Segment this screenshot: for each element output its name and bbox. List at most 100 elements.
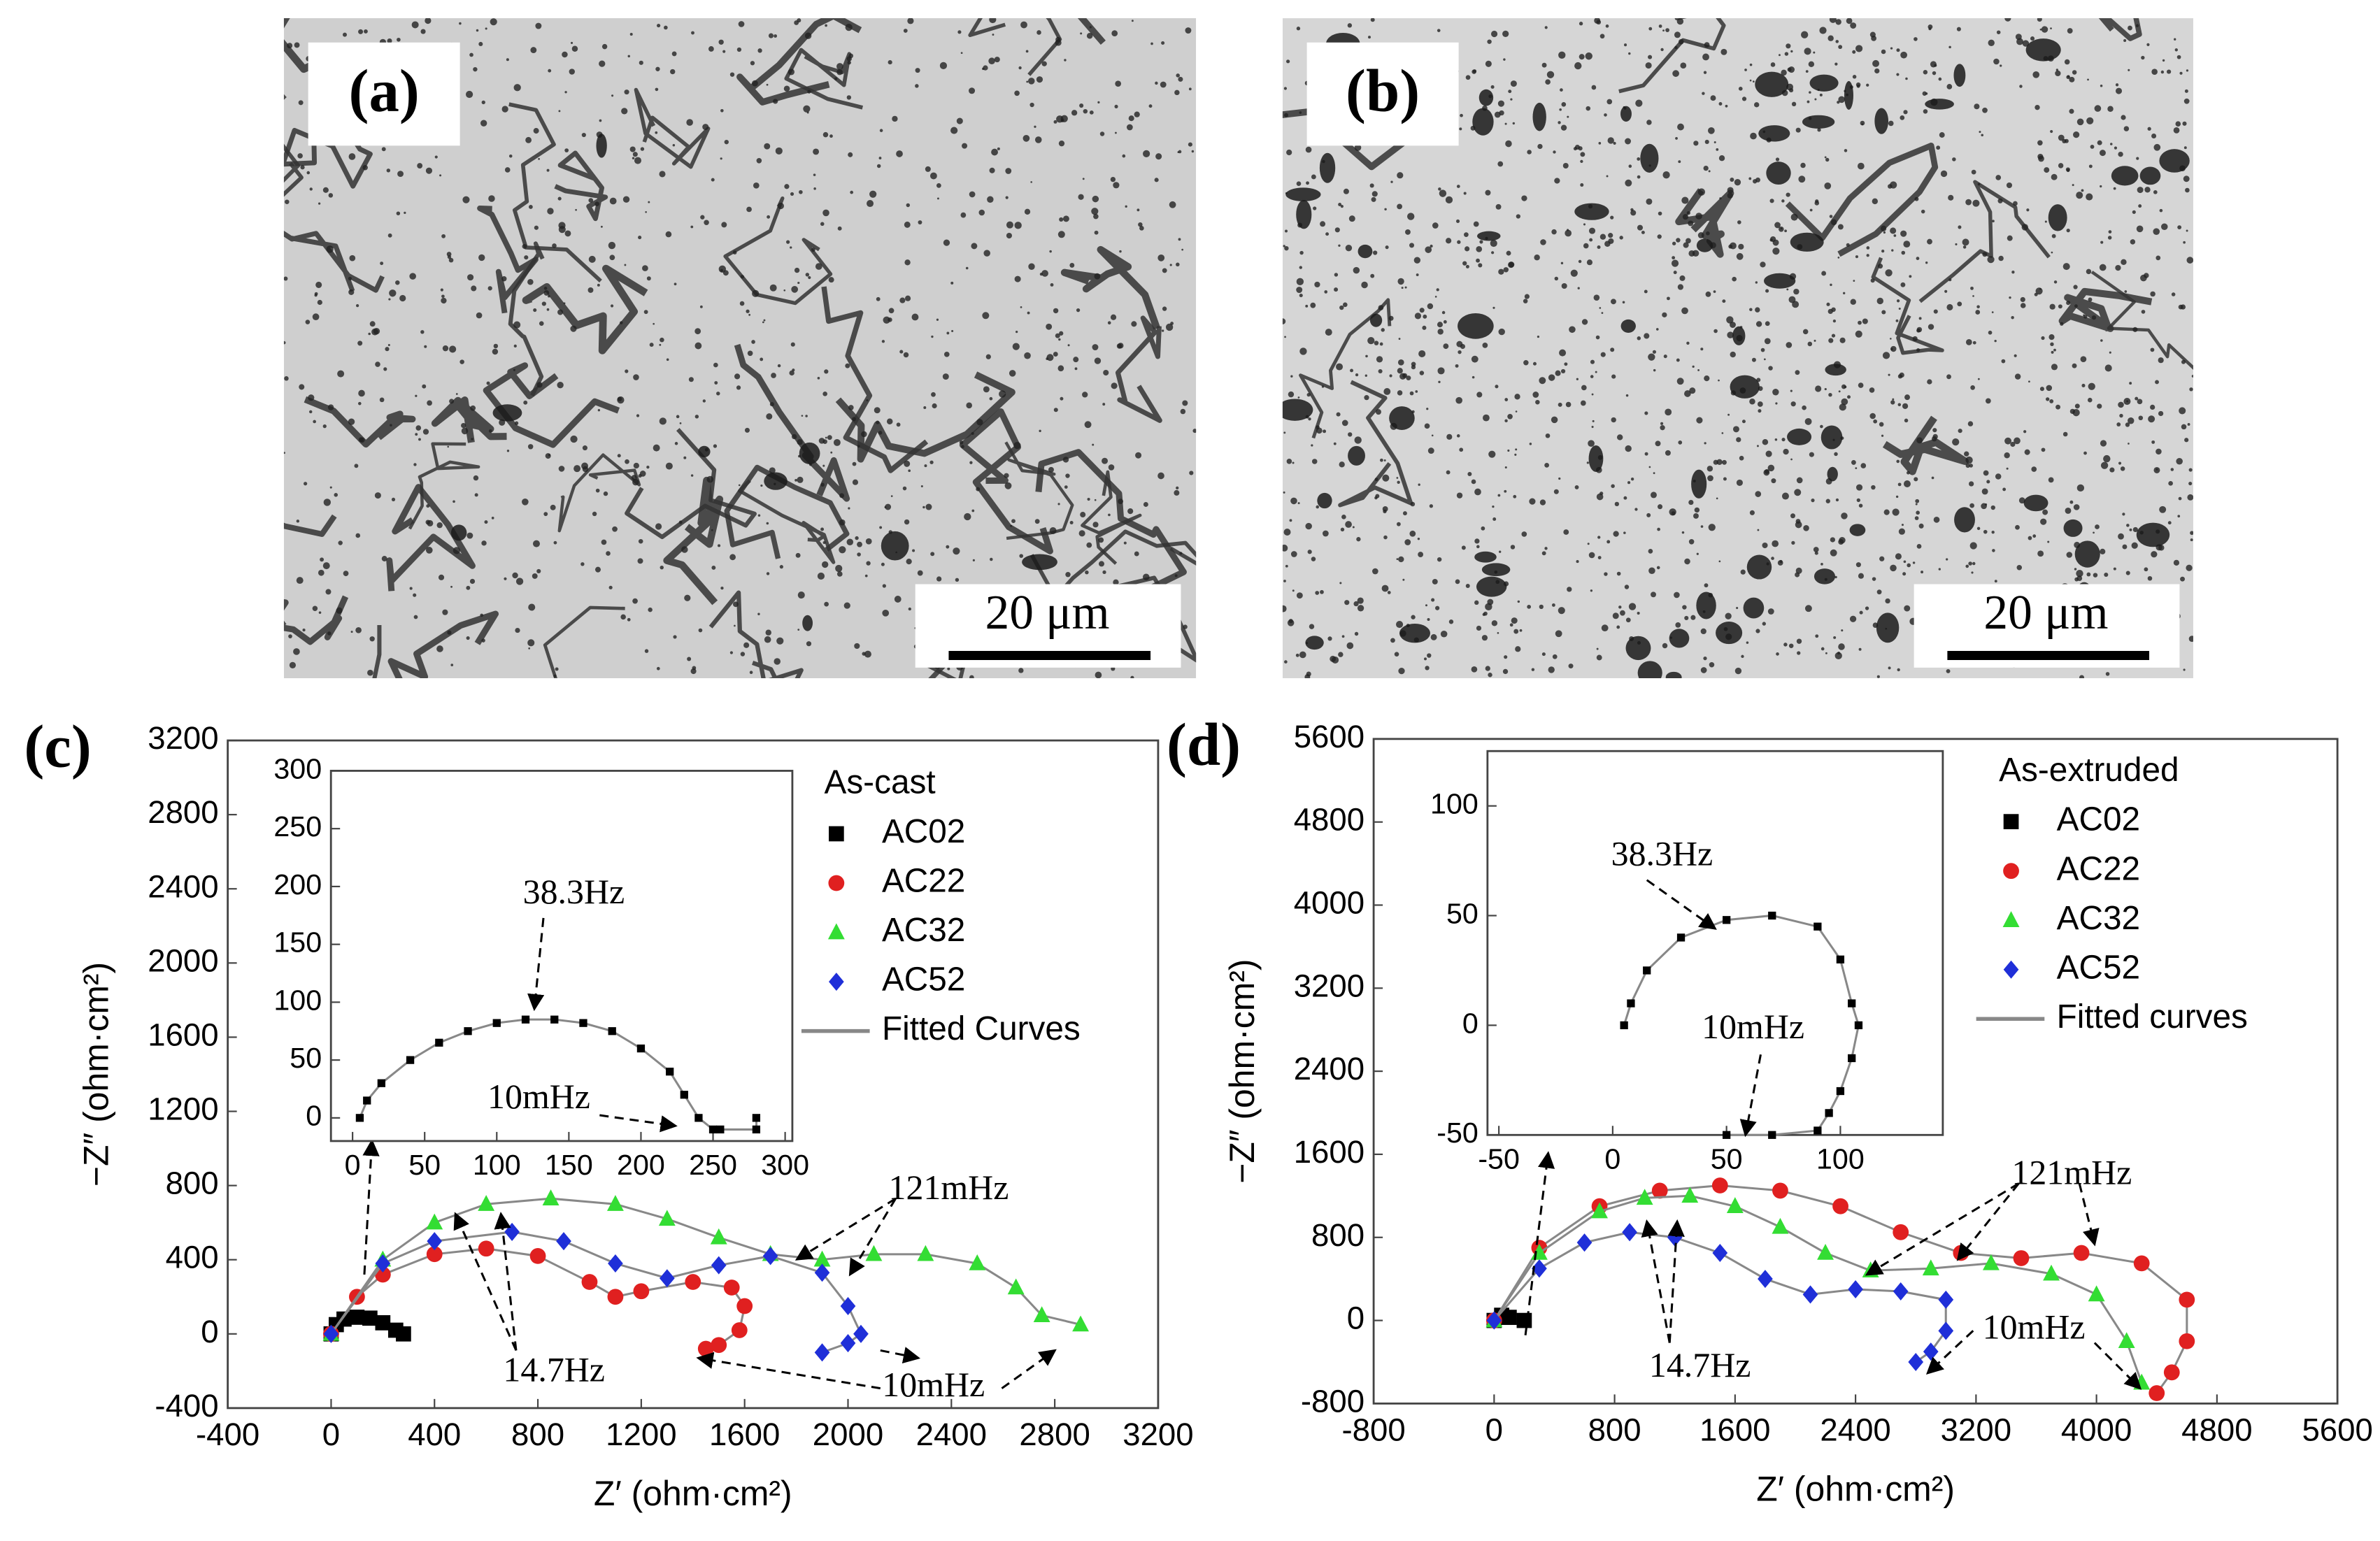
particle <box>1498 268 1504 275</box>
particle <box>1162 306 1167 311</box>
particle <box>1772 248 1780 255</box>
particle <box>1323 429 1327 433</box>
particle <box>629 146 636 152</box>
particle <box>1982 107 1988 113</box>
particle <box>1354 631 1359 636</box>
particle <box>655 87 659 92</box>
particle <box>1069 520 1074 524</box>
particle <box>425 547 433 554</box>
particle <box>1738 243 1744 250</box>
particle <box>1427 447 1434 454</box>
particle <box>890 495 893 497</box>
particle <box>1537 143 1543 150</box>
data-point <box>694 1114 703 1122</box>
particle <box>1622 301 1625 304</box>
particle <box>950 281 954 285</box>
particle <box>1946 558 1948 561</box>
particle <box>827 435 832 440</box>
data-point <box>1893 1224 1909 1240</box>
particle <box>2159 149 2190 173</box>
particle <box>1931 436 1937 442</box>
particle <box>1050 283 1054 287</box>
particle <box>1923 109 1928 114</box>
data-point <box>2088 1285 2105 1302</box>
particle <box>1376 356 1383 363</box>
particle <box>453 547 461 554</box>
particle <box>1831 334 1836 338</box>
particle <box>774 34 778 38</box>
particle <box>1662 29 1665 32</box>
particle <box>915 84 919 88</box>
particle <box>1646 198 1653 205</box>
particle <box>2062 263 2070 271</box>
x-tick-label: 50 <box>408 1149 441 1181</box>
particle <box>989 18 997 24</box>
data-point <box>1938 1321 1954 1340</box>
particle <box>878 157 882 159</box>
particle <box>1560 261 1564 265</box>
data-point <box>1893 1282 1909 1301</box>
particle <box>1824 156 1827 159</box>
data-point <box>1825 1109 1833 1117</box>
particle <box>1004 473 1009 478</box>
particle <box>971 243 978 250</box>
particle <box>2132 526 2138 533</box>
particle <box>1727 192 1733 199</box>
particle <box>1310 302 1316 308</box>
particle <box>929 460 934 464</box>
particle <box>775 147 783 155</box>
particle <box>756 157 762 164</box>
particle <box>512 572 518 579</box>
particle <box>1540 239 1546 245</box>
particle <box>1059 331 1064 336</box>
particle <box>1368 36 1371 39</box>
particle <box>978 209 985 216</box>
particle <box>936 197 939 200</box>
particle <box>1608 233 1613 238</box>
particle <box>681 546 688 553</box>
particle <box>1028 263 1035 270</box>
particle <box>508 154 513 158</box>
particle <box>638 236 642 240</box>
grain-boundary <box>283 514 337 537</box>
particle <box>867 200 874 208</box>
particle <box>625 369 629 373</box>
particle <box>1504 398 1509 401</box>
particle <box>2115 264 2121 271</box>
particle <box>1865 606 1869 610</box>
particle <box>1348 432 1353 437</box>
particle <box>1660 425 1665 431</box>
panel-label: (b) <box>1346 57 1420 124</box>
particle <box>2186 229 2188 232</box>
particle <box>1784 52 1789 56</box>
particle <box>1876 297 1883 305</box>
particle <box>1416 273 1419 276</box>
particle <box>1006 221 1013 229</box>
particle <box>533 308 537 313</box>
particle <box>1618 605 1622 609</box>
particle <box>536 382 543 388</box>
particle <box>1082 178 1085 180</box>
particle <box>753 182 760 189</box>
particle <box>1890 338 1892 340</box>
particle <box>637 558 643 564</box>
particle <box>903 352 909 358</box>
particle <box>1786 43 1791 49</box>
particle <box>1131 20 1134 22</box>
particle <box>2158 545 2165 551</box>
x-tick-label: -50 <box>1478 1142 1520 1175</box>
particle <box>1734 667 1742 675</box>
particle <box>1938 77 1942 81</box>
particle <box>1749 308 1753 312</box>
particle <box>1020 21 1027 29</box>
particle <box>2076 569 2083 578</box>
particle <box>1465 75 1471 80</box>
particle <box>1435 605 1440 610</box>
particle <box>824 601 829 607</box>
particle <box>1611 417 1616 423</box>
particle <box>1034 136 1042 143</box>
particle <box>1905 77 1908 80</box>
annotation-arrow <box>494 1212 518 1351</box>
particle <box>1409 530 1416 537</box>
particle <box>1118 343 1124 349</box>
